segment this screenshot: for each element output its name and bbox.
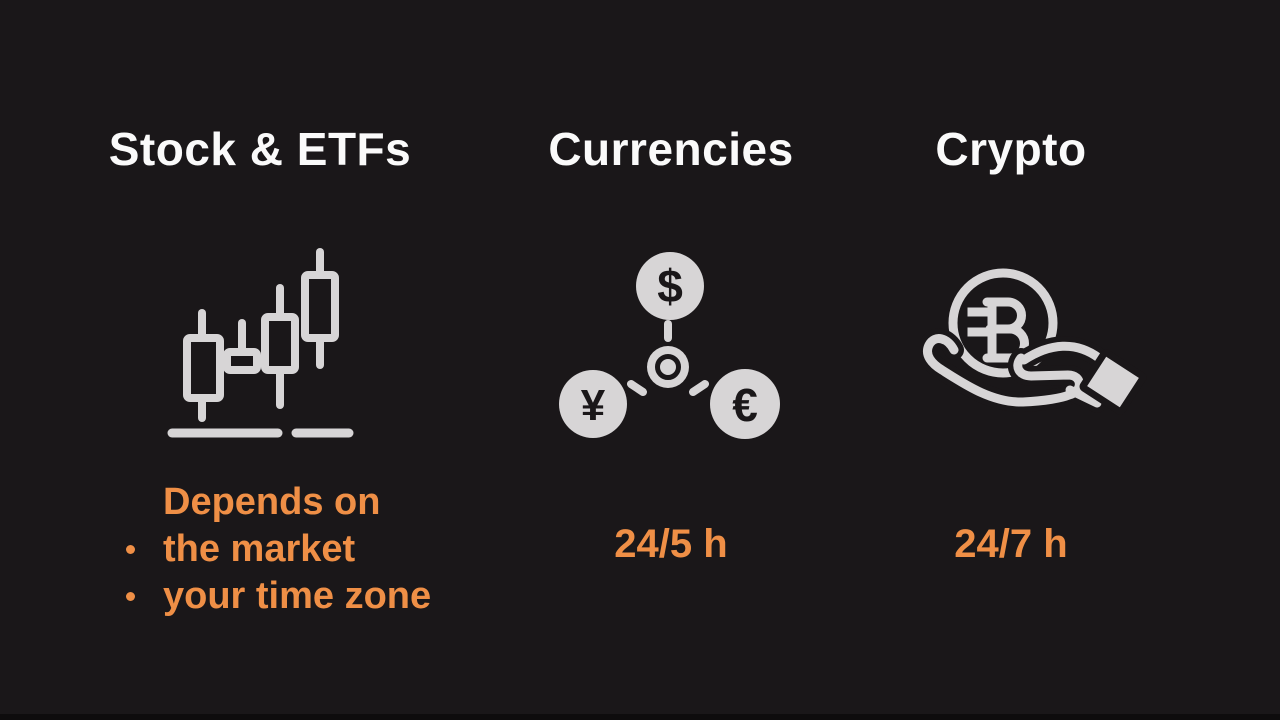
hand-holding-bitcoin-icon — [917, 268, 1150, 418]
column-stock-etfs: Stock & ETFs — [90, 0, 431, 714]
note-line-bullet: your time zone — [126, 573, 431, 620]
note-bullet-text: the market — [163, 528, 356, 570]
availability-note: Depends on the market your time zone — [126, 479, 431, 620]
note-line-bullet: the market — [126, 526, 431, 573]
yen-symbol: ¥ — [581, 381, 606, 430]
bullet-dot — [126, 592, 135, 601]
column-heading: Stock & ETFs — [108, 123, 412, 175]
trading-hours: 24/7 h — [954, 522, 1068, 566]
dollar-symbol: $ — [657, 260, 683, 312]
column-heading: Currencies — [548, 123, 794, 175]
euro-symbol: € — [732, 379, 758, 431]
column-currencies: Currencies $ ¥ € 24/5 h — [501, 0, 841, 714]
trading-hours: 24/5 h — [614, 522, 728, 566]
column-crypto: Crypto — [841, 0, 1181, 714]
candlestick-chart-icon — [165, 243, 355, 443]
note-line-intro: Depends on — [126, 479, 431, 526]
column-heading: Crypto — [935, 123, 1087, 175]
bullet-dot — [126, 545, 135, 554]
note-bullet-text: your time zone — [163, 575, 432, 617]
currency-exchange-icon: $ ¥ € — [555, 248, 785, 442]
bottom-letterbox-bar — [0, 714, 1280, 720]
note-intro-text: Depends on — [163, 481, 381, 523]
